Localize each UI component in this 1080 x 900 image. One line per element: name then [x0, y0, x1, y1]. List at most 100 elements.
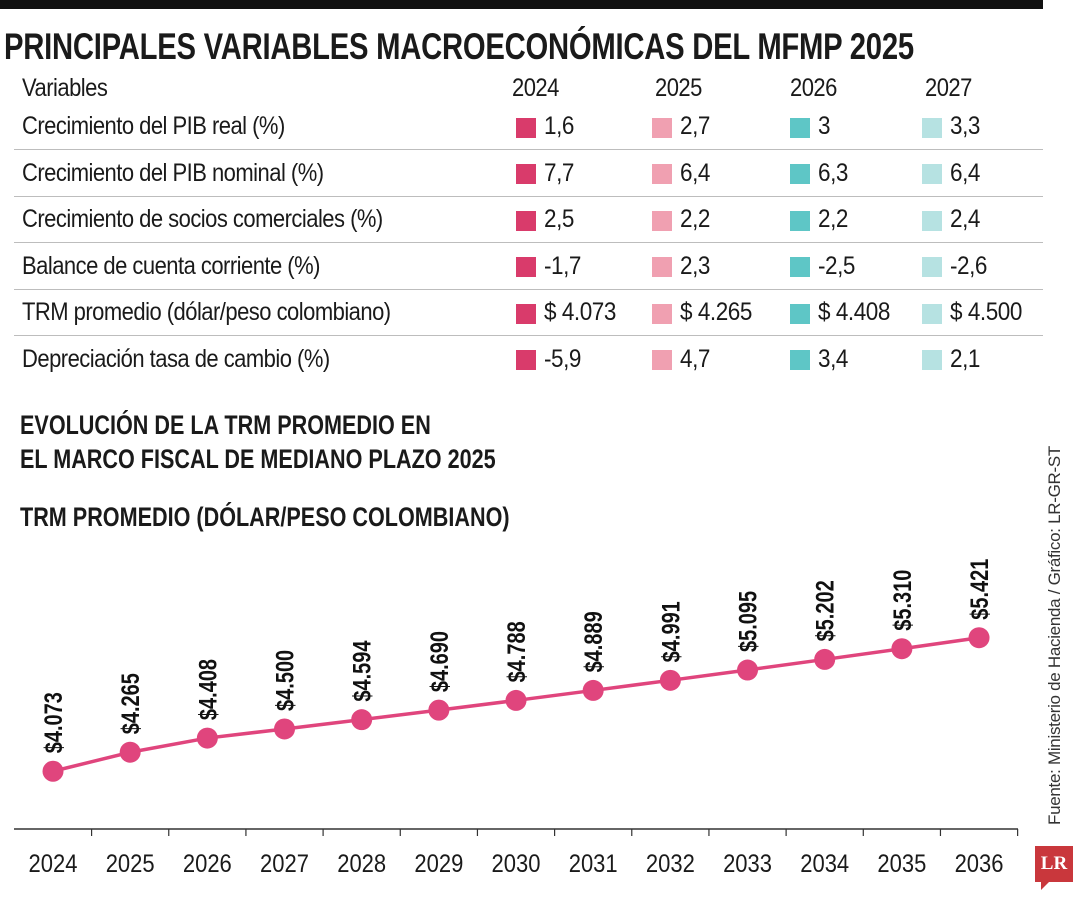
row-divider: [14, 195, 1043, 197]
page-title: PRINCIPALES VARIABLES MACROECONÓMICAS DE…: [4, 26, 914, 67]
cell-value: 1,6: [544, 112, 574, 140]
year-color-swatch: [922, 210, 942, 231]
table-cell: 2,4: [922, 205, 983, 234]
x-tick-label: 2027: [260, 850, 309, 878]
year-color-swatch: [652, 164, 672, 185]
data-label: $4.073: [40, 692, 68, 753]
cell-value: $ 4.265: [680, 298, 752, 326]
cell-value: 2,2: [680, 205, 710, 233]
year-color-swatch: [922, 117, 942, 138]
table-cell: -5,9: [516, 345, 585, 374]
table-cell: 2,5: [516, 205, 577, 234]
year-color-swatch: [790, 117, 810, 138]
x-tick-label: 2031: [569, 850, 618, 878]
cell-value: 4,7: [680, 344, 710, 373]
table-cell: $ 4.265: [652, 298, 760, 327]
table-row: Crecimiento del PIB nominal (%) 7,7 6,4 6,3…: [0, 151, 1043, 197]
cell-value: 6,4: [950, 158, 980, 187]
year-color-swatch: [516, 164, 536, 185]
x-tick-label: 2032: [646, 850, 695, 878]
source-note: Fuente: Ministerio de Hacienda / Gráfico…: [1045, 446, 1064, 825]
year-color-swatch: [652, 210, 672, 231]
cell-value: $ 4.408: [818, 298, 890, 326]
table-cell: 2,7: [652, 112, 713, 141]
row-label: Crecimiento de socios comerciales (%): [22, 205, 383, 233]
x-tick-label: 2028: [337, 850, 386, 878]
table-cell: 4,7: [652, 345, 713, 374]
data-point: [196, 727, 218, 749]
year-color-swatch: [790, 350, 810, 371]
cell-value: 2,2: [818, 205, 848, 233]
year-color-swatch: [790, 303, 810, 324]
data-point: [428, 699, 450, 721]
table-cell: 6,3: [790, 159, 851, 188]
cell-value: 2,1: [950, 344, 980, 373]
lr-logo: LR: [1035, 846, 1073, 890]
x-tick-label: 2036: [955, 850, 1004, 878]
table-cell: 2,1: [922, 345, 983, 374]
year-color-swatch: [652, 350, 672, 371]
year-color-swatch: [516, 303, 536, 324]
table-cell: 6,4: [652, 159, 713, 188]
cell-value: 3: [818, 112, 831, 140]
year-color-swatch: [790, 164, 810, 185]
row-divider: [14, 149, 1043, 150]
chart-heading-line2: EL MARCO FISCAL DE MEDIANO PLAZO 2025: [20, 444, 496, 474]
table-cell: 3,3: [922, 112, 983, 141]
table-cell: 2,2: [652, 205, 713, 234]
table-cell: $ 4.073: [516, 298, 624, 327]
year-color-swatch: [516, 210, 536, 231]
row-label: TRM promedio (dólar/peso colombiano): [22, 298, 391, 326]
year-color-swatch: [922, 164, 942, 185]
data-point: [351, 709, 373, 731]
table-row: TRM promedio (dólar/peso colombiano) $ 4.…: [0, 290, 1043, 336]
cell-value: 2,3: [680, 251, 710, 280]
year-color-swatch: [922, 257, 942, 278]
year-color-swatch: [652, 117, 672, 138]
data-label: $4.594: [349, 640, 377, 702]
cell-value: 2,4: [950, 205, 980, 233]
row-label: Balance de cuenta corriente (%): [22, 251, 320, 280]
chart-heading-line1: EVOLUCIÓN DE LA TRM PROMEDIO EN: [20, 410, 431, 440]
row-divider: [14, 242, 1043, 243]
row-label: Crecimiento del PIB nominal (%): [22, 158, 324, 187]
table-cell: $ 4.408: [790, 298, 898, 327]
data-point: [582, 679, 604, 701]
year-color-swatch: [516, 350, 536, 371]
cell-value: -2,6: [950, 251, 987, 280]
row-divider: [14, 288, 1043, 290]
cell-value: -1,7: [544, 251, 581, 280]
year-color-swatch: [652, 257, 672, 278]
year-color-swatch: [922, 350, 942, 371]
table-cell: -2,5: [790, 252, 859, 281]
table-row: Crecimiento del PIB real (%) 1,6 2,7 3 3,3: [0, 104, 1043, 150]
data-label: $5.310: [889, 570, 917, 631]
cell-value: 6,4: [680, 158, 710, 187]
data-point: [968, 627, 990, 649]
table-cell: 2,3: [652, 252, 713, 281]
row-label: Depreciación tasa de cambio (%): [22, 344, 330, 373]
cell-value: 3,3: [950, 112, 980, 140]
year-color-swatch: [516, 257, 536, 278]
header-variables: Variables: [22, 74, 108, 102]
data-label: $4.690: [426, 631, 454, 692]
data-label: $4.788: [503, 621, 531, 682]
data-label: $4.889: [580, 611, 608, 672]
header-year: 2025: [655, 74, 702, 102]
data-point: [274, 718, 296, 740]
data-point: [814, 648, 836, 670]
table-cell: 6,4: [922, 159, 983, 188]
table-row: Depreciación tasa de cambio (%) -5,9 4,7 3,…: [0, 337, 1043, 383]
data-point: [891, 638, 913, 660]
table-cell: 2,2: [790, 205, 851, 234]
x-tick-label: 2035: [877, 850, 926, 878]
x-tick-label: 2026: [183, 850, 232, 878]
table-cell: $ 4.500: [922, 298, 1030, 327]
data-label: $4.265: [117, 673, 145, 734]
year-color-swatch: [922, 303, 942, 324]
header-year: 2026: [790, 74, 837, 102]
table-row: Crecimiento de socios comerciales (%) 2,5…: [0, 197, 1043, 243]
year-color-swatch: [790, 257, 810, 278]
data-point: [505, 689, 527, 711]
trm-line-chart: 2024 2025 2026 2027 2028 2029 2030 2031 2032 2033…: [14, 559, 1019, 878]
